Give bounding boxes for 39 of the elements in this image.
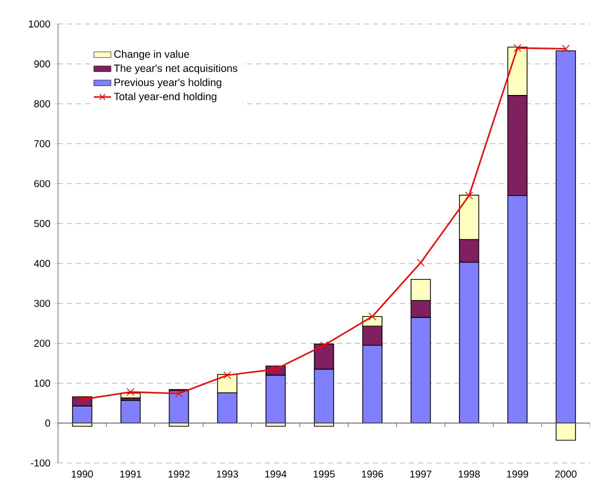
- x-tick-label: 1992: [168, 470, 190, 478]
- point: [272, 365, 280, 374]
- legend-label: Previous year's holding: [114, 78, 222, 88]
- y-tick-label: 900: [34, 60, 50, 68]
- legend-label: The year's net acquisitions: [114, 64, 238, 74]
- y-tick-label: 100: [34, 380, 50, 387]
- x-tick-label: 1995: [314, 470, 335, 478]
- x-tick-label: 1990: [72, 470, 93, 478]
- x-tick-label: 1993: [216, 470, 238, 478]
- bar: [120, 400, 141, 424]
- point: [78, 396, 86, 404]
- point: [416, 258, 425, 267]
- x-tick-label: 2000: [555, 470, 577, 478]
- point: [562, 44, 570, 53]
- x-tick-label: 1998: [458, 470, 480, 478]
- point: [320, 341, 328, 350]
- y-tick-label: 300: [34, 300, 50, 307]
- point: [514, 44, 522, 52]
- x-tick-label: 1994: [265, 470, 286, 478]
- point: [126, 388, 134, 396]
- y-tick-label: 700: [34, 140, 50, 148]
- y-tick-label: -100: [30, 459, 50, 467]
- y-tick-label: 400: [34, 260, 50, 267]
- y-tick-label: 0: [45, 420, 50, 427]
- point: [174, 390, 183, 398]
- legend-label: Total year-end holding: [114, 92, 216, 102]
- x-tick-label: 1996: [362, 470, 384, 478]
- y-tick-label: 600: [34, 180, 50, 188]
- y-tick-label: 800: [34, 100, 50, 108]
- x-tick-label: 1991: [120, 470, 142, 478]
- x-tick-label: 1997: [410, 470, 432, 478]
- y-tick-label: 200: [34, 340, 50, 347]
- point: [368, 312, 376, 320]
- y-tick-label: 500: [34, 220, 50, 228]
- y-tick-label: 1000: [29, 20, 50, 28]
- x-tick-label: 1999: [507, 470, 528, 478]
- legend-label: Change in value: [114, 50, 190, 60]
- point: [223, 371, 232, 380]
- point: [465, 192, 474, 200]
